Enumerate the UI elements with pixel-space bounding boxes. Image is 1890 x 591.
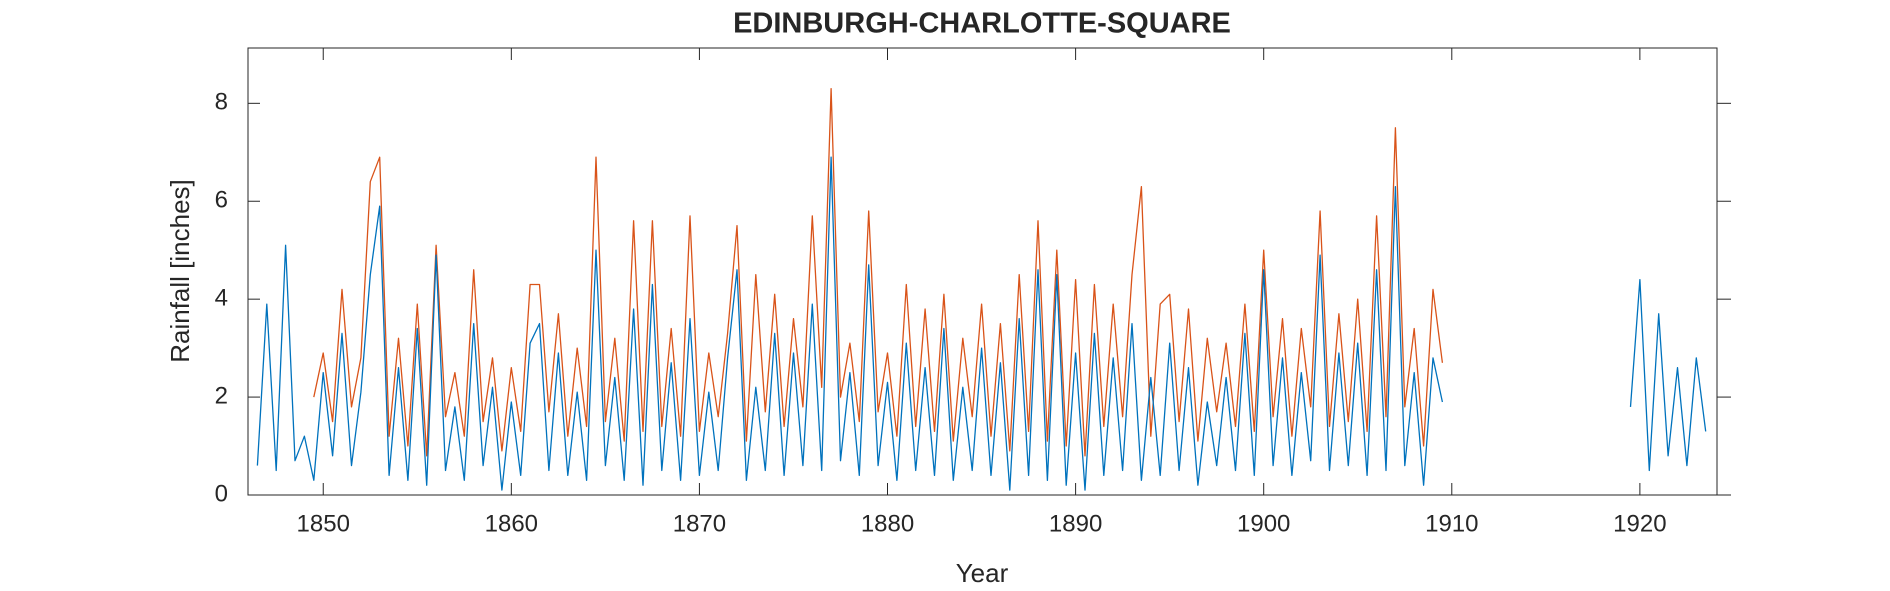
x-tick-label: 1920 bbox=[1613, 510, 1666, 537]
x-tick-label: 1860 bbox=[485, 510, 538, 537]
x-tick-label: 1910 bbox=[1425, 510, 1478, 537]
y-tick-label: 0 bbox=[215, 480, 228, 507]
y-axis-label: Rainfall [inches] bbox=[165, 179, 195, 363]
chart-title: EDINBURGH-CHARLOTTE-SQUARE bbox=[733, 8, 1231, 40]
y-tick-label: 4 bbox=[215, 285, 228, 312]
x-tick-label: 1900 bbox=[1237, 510, 1290, 537]
x-tick-label: 1880 bbox=[861, 510, 914, 537]
y-tick-label: 2 bbox=[215, 382, 228, 409]
series-line bbox=[256, 156, 1707, 491]
plot-area bbox=[247, 47, 1718, 496]
y-tick-label: 8 bbox=[215, 89, 228, 116]
x-axis-label: Year bbox=[956, 558, 1009, 588]
x-tick-label: 1890 bbox=[1049, 510, 1102, 537]
series-line bbox=[313, 87, 1444, 457]
x-tick-label: 1850 bbox=[297, 510, 350, 537]
y-tick-label: 6 bbox=[215, 187, 228, 214]
x-tick-label: 1870 bbox=[673, 510, 726, 537]
